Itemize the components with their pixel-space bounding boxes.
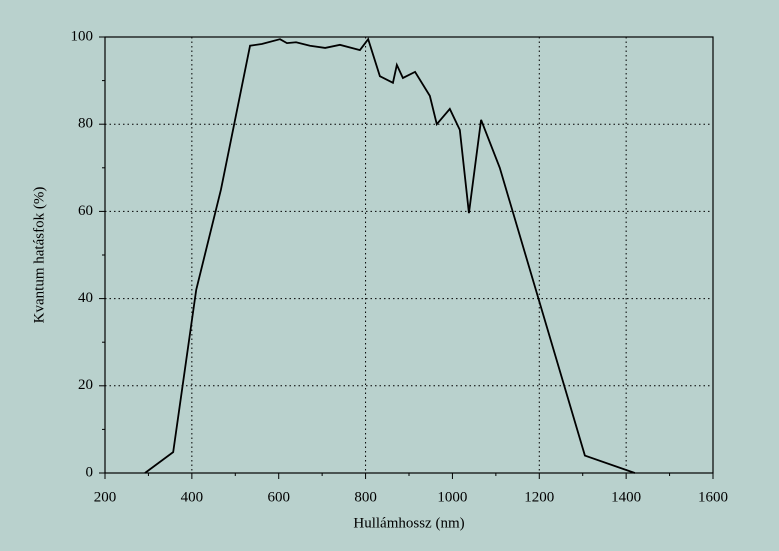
y-tick-label: 40 xyxy=(78,290,93,306)
y-tick-label: 80 xyxy=(78,116,93,132)
y-tick-label: 60 xyxy=(78,203,93,219)
y-tick-label: 20 xyxy=(78,377,93,393)
x-tick-label: 1200 xyxy=(524,489,554,505)
x-tick-label: 1000 xyxy=(437,489,467,505)
x-tick-label: 400 xyxy=(181,489,204,505)
x-tick-label: 600 xyxy=(267,489,290,505)
data-line xyxy=(144,37,636,474)
x-tick-label: 1400 xyxy=(611,489,641,505)
x-tick-label: 200 xyxy=(94,489,117,505)
y-tick-label: 0 xyxy=(86,464,94,480)
plot-frame xyxy=(104,36,714,474)
y-tick-label: 100 xyxy=(71,28,94,44)
x-tick-label: 1600 xyxy=(698,489,728,505)
x-axis-label: Hullámhossz (nm) xyxy=(353,515,464,531)
x-tick-label: 800 xyxy=(354,489,377,505)
y-axis-label: Kvantum hatásfok (%) xyxy=(31,187,47,324)
